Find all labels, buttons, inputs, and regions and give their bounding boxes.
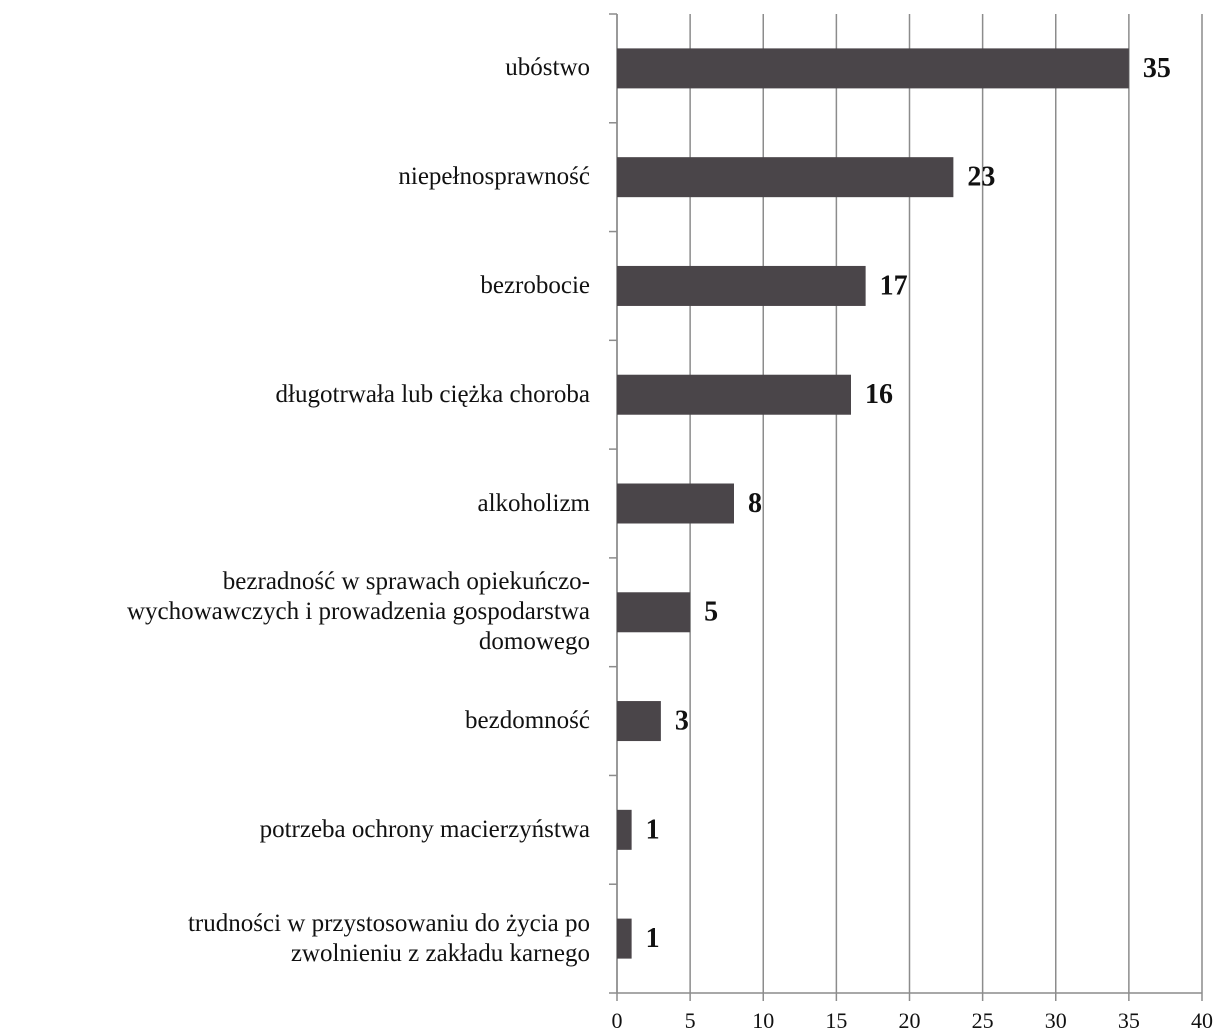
data-label: 3 — [675, 705, 689, 736]
x-tick-label: 30 — [1045, 1008, 1067, 1033]
category-label: długotrwała lub ciężka choroba — [275, 380, 590, 408]
bar — [617, 265, 866, 306]
x-tick-label: 15 — [825, 1008, 847, 1033]
bar — [617, 918, 632, 959]
category-label: ubóstwo — [505, 54, 590, 82]
x-tick-label: 0 — [612, 1008, 623, 1033]
data-label: 1 — [646, 923, 660, 954]
x-tick-label: 40 — [1191, 1008, 1213, 1033]
data-label: 1 — [646, 814, 660, 845]
x-tick-label: 25 — [972, 1008, 994, 1033]
category-label: bezrobocie — [480, 271, 590, 299]
bar — [617, 374, 851, 415]
bar — [617, 701, 661, 742]
category-label: bezradność w sprawach opiekuńczo- wychow… — [126, 568, 590, 656]
bar — [617, 157, 954, 198]
data-label: 17 — [880, 270, 908, 301]
bar — [617, 809, 632, 850]
data-label: 8 — [748, 488, 762, 519]
x-tick-label: 35 — [1118, 1008, 1140, 1033]
data-label: 5 — [704, 597, 718, 628]
bar — [617, 48, 1129, 89]
data-label: 16 — [865, 379, 893, 410]
category-label: bezdomność — [465, 707, 590, 735]
data-label: 35 — [1143, 53, 1171, 84]
category-label: potrzeba ochrony macierzyństwa — [259, 815, 590, 843]
bar — [617, 592, 691, 633]
bar — [617, 483, 734, 524]
x-tick-label: 20 — [899, 1008, 921, 1033]
category-label: alkoholizm — [477, 489, 590, 517]
x-tick-label: 5 — [685, 1008, 696, 1033]
category-label: trudności w przystosowaniu do życia po z… — [187, 909, 590, 967]
category-label: niepełnosprawność — [398, 163, 590, 191]
x-tick-label: 10 — [752, 1008, 774, 1033]
data-label: 23 — [967, 162, 995, 193]
